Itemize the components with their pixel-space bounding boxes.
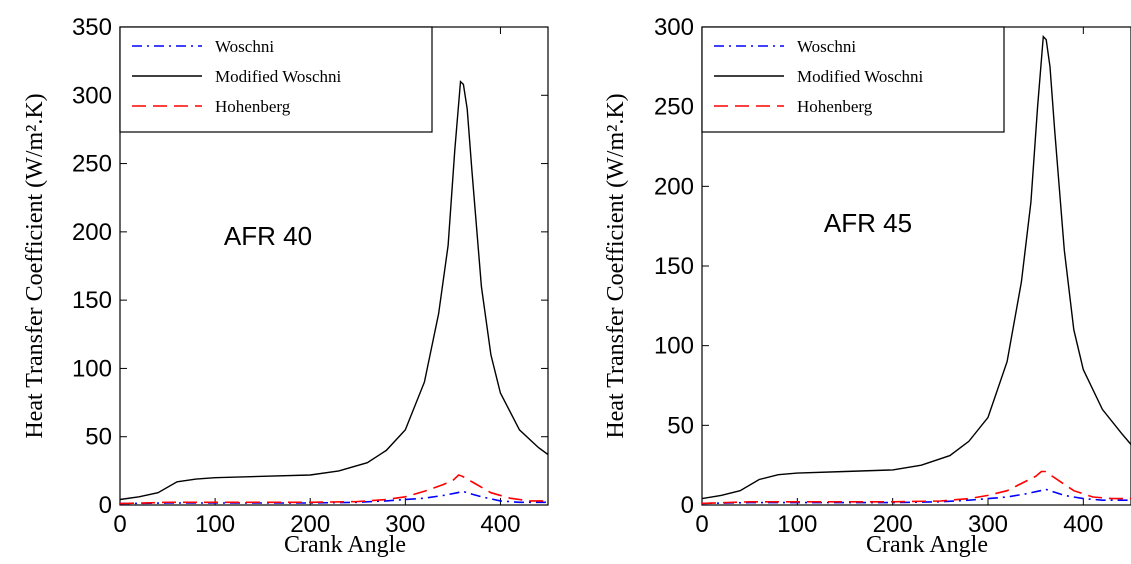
chart-panel-2: 0 50 100 150 200 250 300 0 100 200 300 400 Crank Ang… bbox=[603, 14, 1131, 558]
chart-panel-1: 0 50 100 150 200 250 300 350 0 100 200 300 400 Crank … bbox=[22, 14, 549, 558]
legend-box bbox=[119, 26, 433, 133]
y-tick-label: 100 bbox=[654, 333, 694, 360]
series-line-2 bbox=[702, 34, 1131, 500]
legend-label: Woschni bbox=[797, 37, 856, 56]
x-tick-label: 400 bbox=[480, 511, 520, 538]
x-tick-label: 200 bbox=[873, 511, 913, 538]
y-tick-label: 250 bbox=[654, 94, 694, 121]
legend-label: Modified Woschni bbox=[215, 67, 342, 86]
y-tick-label: 350 bbox=[72, 14, 112, 41]
series-line-2 bbox=[120, 80, 548, 501]
series-line-3 bbox=[702, 470, 1131, 505]
x-tick-label: 0 bbox=[113, 511, 126, 538]
legend-label: Hohenberg bbox=[797, 97, 873, 116]
x-axis-label: Crank Angle bbox=[866, 532, 988, 558]
y-tick-label: 0 bbox=[99, 492, 112, 519]
chart-annotation: AFR 45 bbox=[824, 208, 912, 238]
x-tick-label: 100 bbox=[195, 511, 235, 538]
y-tick-label: 0 bbox=[681, 492, 694, 519]
y-axis-label: Heat Transfer Coefficient (W/m².K) bbox=[603, 93, 629, 438]
y-tick-label: 100 bbox=[72, 355, 112, 382]
x-tick-label: 300 bbox=[385, 511, 425, 538]
y-tick-label: 50 bbox=[85, 424, 112, 451]
y-tick-label: 150 bbox=[654, 253, 694, 280]
x-tick-label: 200 bbox=[290, 511, 330, 538]
x-tick-label: 300 bbox=[968, 511, 1008, 538]
chart-annotation: AFR 40 bbox=[224, 221, 312, 251]
x-tick-label: 400 bbox=[1063, 511, 1103, 538]
series-line-3 bbox=[120, 474, 548, 505]
y-tick-label: 200 bbox=[72, 219, 112, 246]
y-axis-label: Heat Transfer Coefficient (W/m².K) bbox=[22, 93, 48, 438]
legend-label: Modified Woschni bbox=[797, 67, 924, 86]
y-tick-label: 50 bbox=[667, 412, 694, 439]
x-axis-label: Crank Angle bbox=[284, 532, 406, 558]
y-tick-label: 200 bbox=[654, 173, 694, 200]
legend-box bbox=[701, 26, 1005, 133]
x-tick-label: 100 bbox=[777, 511, 817, 538]
legend-label: Woschni bbox=[215, 37, 274, 56]
y-tick-label: 150 bbox=[72, 287, 112, 314]
y-tick-label: 300 bbox=[654, 14, 694, 41]
y-tick-label: 300 bbox=[72, 82, 112, 109]
y-tick-label: 250 bbox=[72, 151, 112, 178]
legend-label: Hohenberg bbox=[215, 97, 291, 116]
x-tick-label: 0 bbox=[695, 511, 708, 538]
